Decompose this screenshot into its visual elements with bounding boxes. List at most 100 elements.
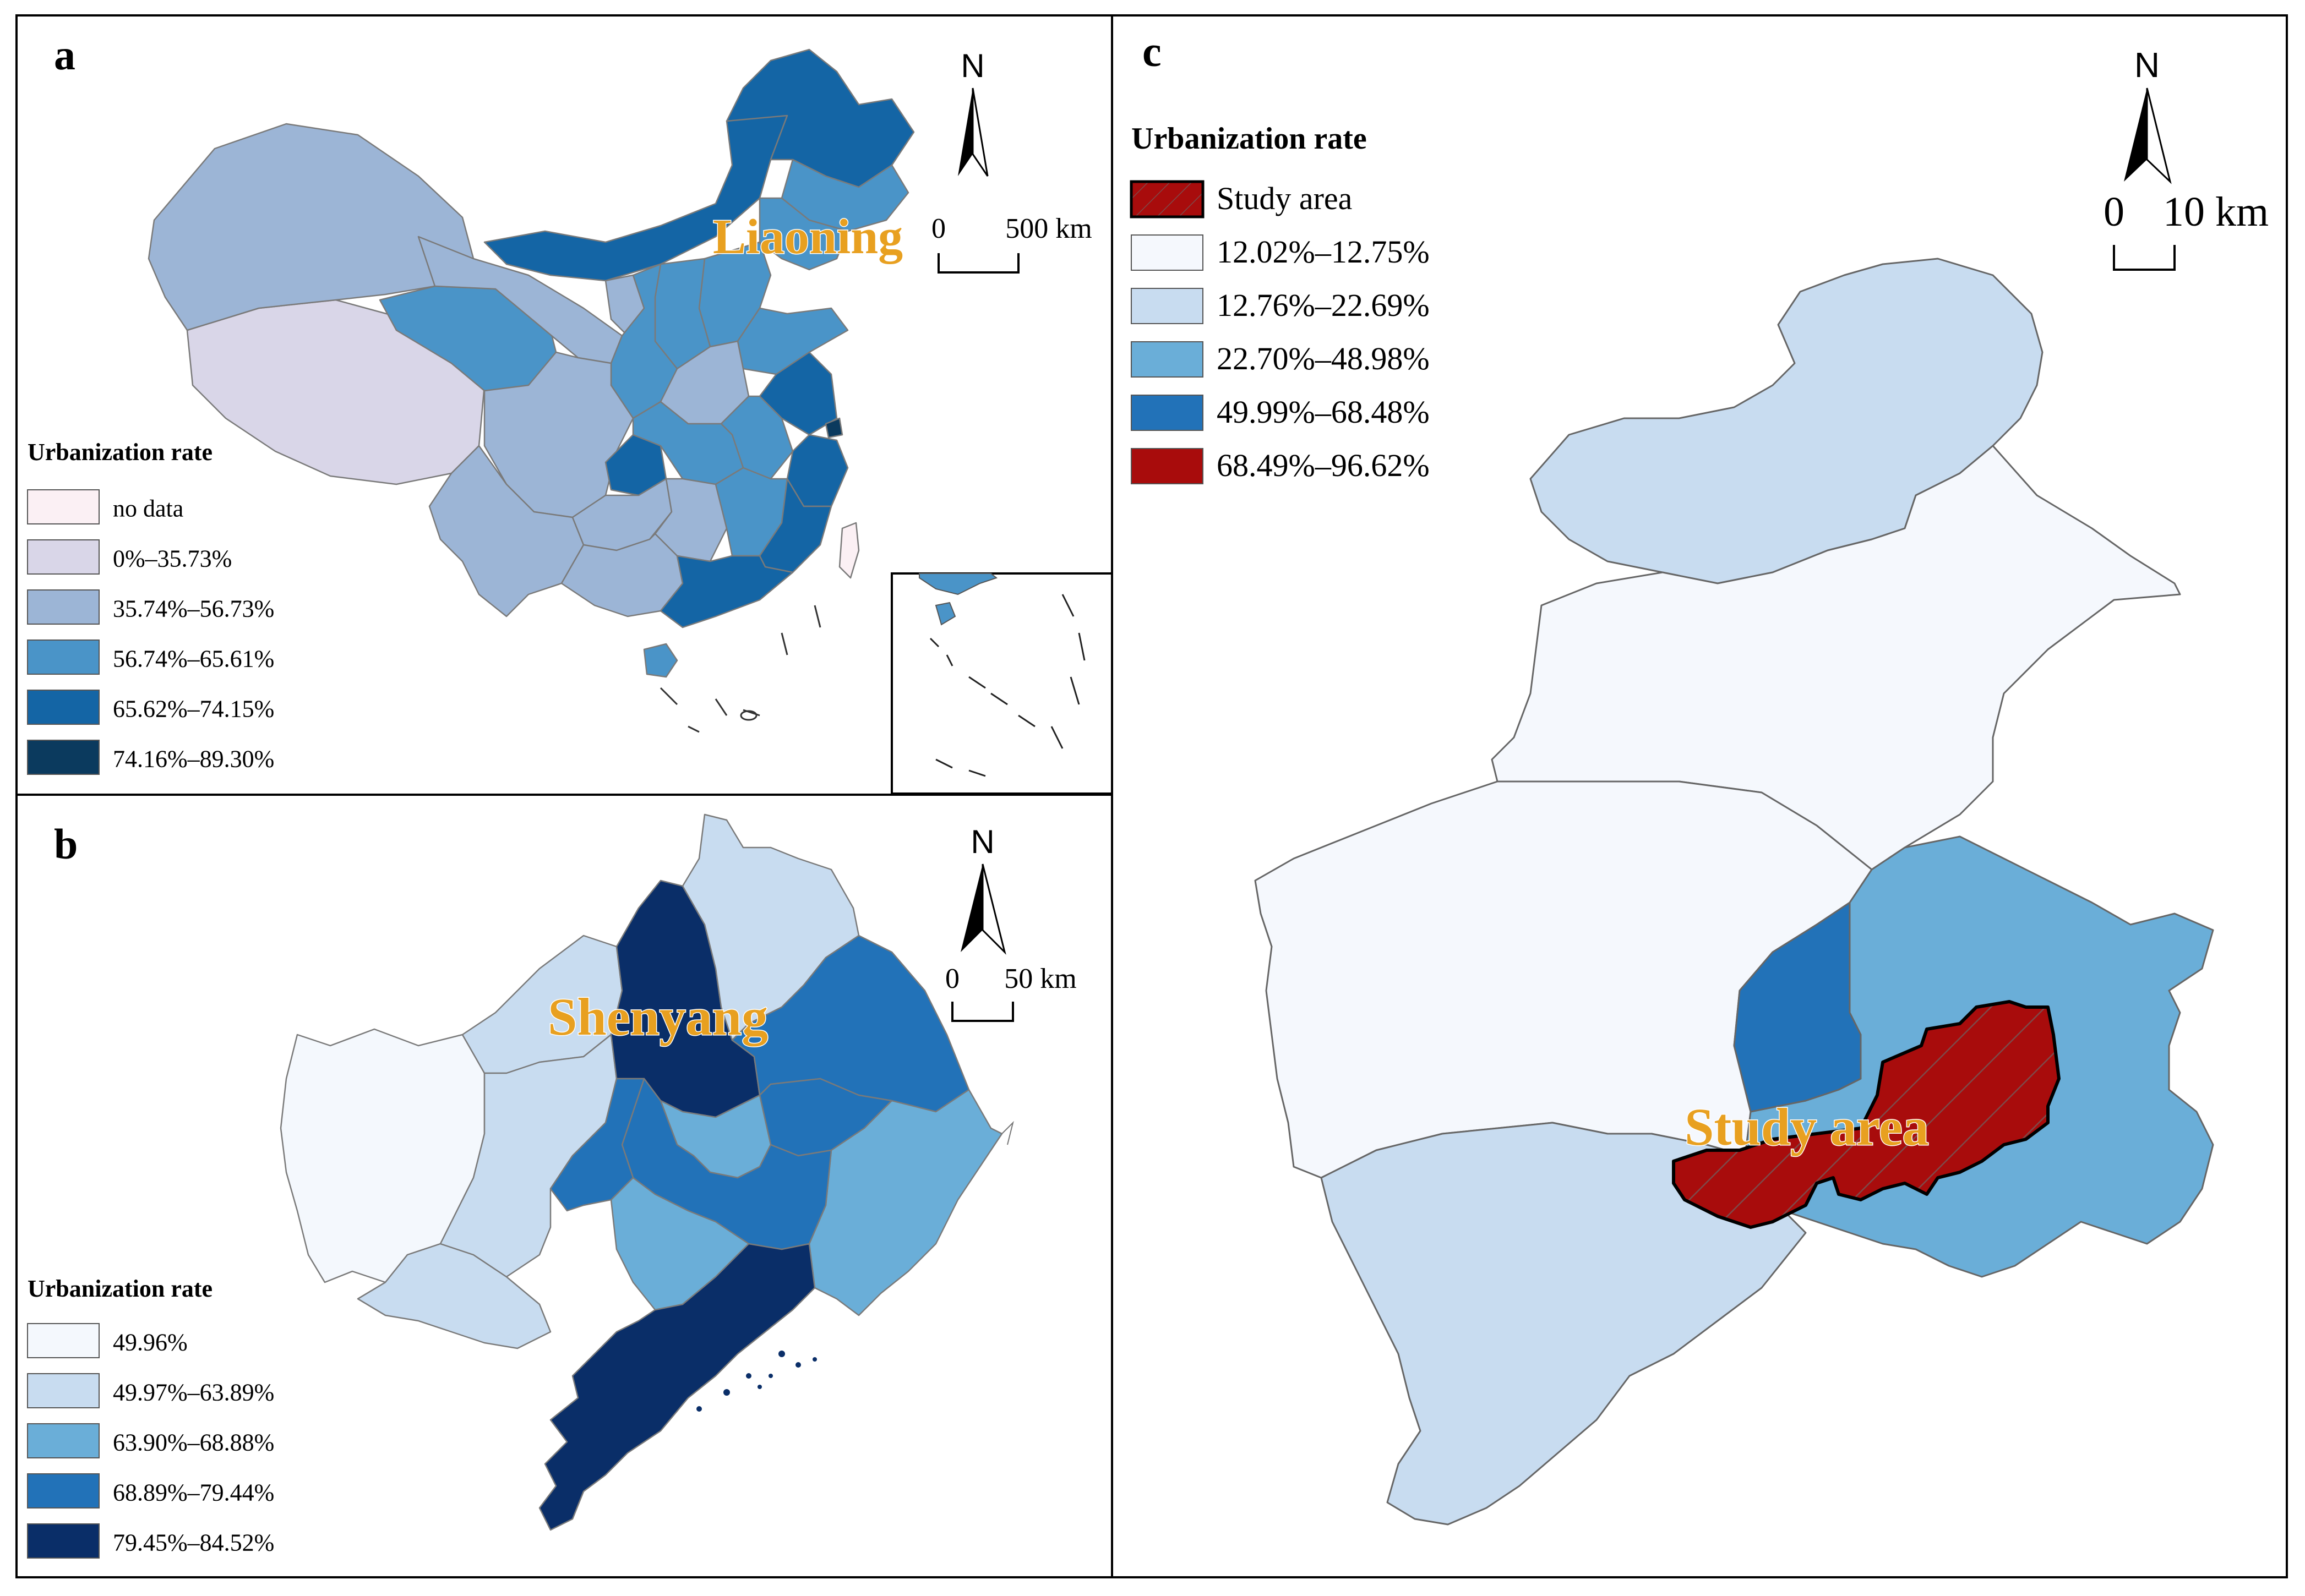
- panel-c: c Study area N 0 10 km: [1130, 28, 2269, 1526]
- legend-b-label: 79.45%–84.52%: [113, 1529, 274, 1556]
- legend-b-label: 63.90%–68.88%: [113, 1429, 274, 1456]
- legend-a-swatch: [27, 640, 100, 675]
- legend-a-title: Urbanization rate: [28, 439, 212, 466]
- legend-c-item: 12.02%–12.75%: [1131, 234, 1430, 271]
- legend-c-item: 22.70%–48.98%: [1131, 341, 1430, 378]
- legend-c-item: Study area: [1130, 180, 1352, 218]
- north-label-b: N: [971, 823, 994, 860]
- scale-bar-b: 0 50 km: [945, 963, 1077, 1022]
- study-region-map: [1254, 258, 2214, 1526]
- legend-a-label: 0%–35.73%: [113, 545, 232, 572]
- scale-label-c: 10 km: [2163, 189, 2269, 235]
- legend-a: Urbanization rate no data 0%–35.73% 35.74%…: [27, 439, 274, 775]
- legend-c-label: 12.02%–12.75%: [1217, 234, 1430, 270]
- legend-c-item: 68.49%–96.62%: [1131, 447, 1430, 484]
- legend-b: Urbanization rate 49.96% 49.97%–63.89% 63.…: [27, 1275, 274, 1559]
- legend-b-label: 49.96%: [113, 1329, 188, 1355]
- legend-a-item: 0%–35.73%: [27, 539, 232, 575]
- legend-b-label: 68.89%–79.44%: [113, 1479, 274, 1506]
- legend-a-label: 56.74%–65.61%: [113, 645, 274, 672]
- region-hainan[interactable]: [643, 643, 678, 678]
- region-panjin[interactable]: [549, 1078, 645, 1212]
- region-guangdong[interactable]: [660, 555, 794, 628]
- legend-c-item: 12.76%–22.69%: [1131, 287, 1430, 324]
- district-southwest[interactable]: [1320, 1122, 1807, 1526]
- study-area-polygon[interactable]: [1672, 1000, 2061, 1229]
- legend-a-item: no data: [27, 489, 183, 524]
- legend-c-swatch: [1131, 288, 1203, 324]
- panel-b: b: [27, 813, 1077, 1559]
- legend-c: Urbanization rate Study area 12.02%–12.75…: [1130, 122, 1430, 484]
- legend-c-swatch: [1131, 341, 1203, 378]
- place-label-shenyang: Shenyang: [548, 987, 768, 1046]
- legend-c-label: 12.76%–22.69%: [1217, 287, 1430, 323]
- legend-a-label: 74.16%–89.30%: [113, 745, 274, 772]
- legend-c-title: Urbanization rate: [1131, 122, 1367, 156]
- legend-a-label: no data: [113, 495, 183, 522]
- north-label-a: N: [961, 47, 984, 84]
- legend-b-swatch: [27, 1323, 100, 1358]
- region-liaoning[interactable]: [759, 197, 849, 271]
- legend-a-item: 35.74%–56.73%: [27, 589, 274, 625]
- north-arrow-a: N: [958, 47, 989, 177]
- region-heilongjiang[interactable]: [726, 48, 915, 188]
- legend-a-item: 65.62%–74.15%: [27, 690, 274, 725]
- north-arrow-b: N: [961, 823, 1006, 955]
- scale-zero-b: 0: [945, 963, 960, 994]
- place-label-study-area: Study area: [1685, 1097, 1929, 1156]
- legend-c-label: Study area: [1217, 181, 1352, 216]
- legend-b-item: 68.89%–79.44%: [27, 1473, 274, 1508]
- panel-c-frame: [1111, 14, 2288, 1578]
- region-shandong[interactable]: [737, 307, 849, 375]
- legend-b-item: 63.90%–68.88%: [27, 1423, 274, 1458]
- place-label-liaoning: Liaoning: [713, 210, 903, 264]
- legend-a-item: 56.74%–65.61%: [27, 640, 274, 675]
- legend-b-label: 49.97%–63.89%: [113, 1379, 274, 1406]
- legend-c-item: 49.99%–68.48%: [1131, 394, 1430, 431]
- legend-c-label: 49.99%–68.48%: [1217, 394, 1430, 430]
- panel-b-letter: b: [54, 820, 78, 868]
- legend-b-item: 49.96%: [27, 1323, 188, 1358]
- north-arrow-c: N: [2124, 45, 2172, 184]
- legend-c-swatch: [1131, 395, 1203, 431]
- scale-bar-c: 0 10 km: [2104, 189, 2269, 271]
- legend-a-label: 65.62%–74.15%: [113, 695, 274, 722]
- legend-c-swatch: [1130, 180, 1205, 218]
- legend-b-swatch: [27, 1423, 100, 1458]
- legend-b-swatch: [27, 1523, 100, 1559]
- legend-c-label: 22.70%–48.98%: [1217, 341, 1430, 376]
- scale-zero-a: 0: [931, 213, 946, 244]
- island-marks: [660, 605, 821, 733]
- legend-c-swatch: [1131, 234, 1203, 271]
- district-urban-core[interactable]: [1733, 901, 1862, 1113]
- panel-a: a: [27, 31, 1113, 795]
- region-shanghai[interactable]: [825, 417, 843, 439]
- scale-label-b: 50 km: [1004, 963, 1076, 994]
- legend-a-item: 74.16%–89.30%: [27, 740, 274, 775]
- liaoning-map: [280, 813, 1014, 1531]
- legend-a-swatch: [27, 539, 100, 575]
- scale-bar-a: 0 500 km: [931, 213, 1092, 274]
- legend-b-item: 79.45%–84.52%: [27, 1523, 274, 1559]
- dalian-islands: [696, 1351, 817, 1412]
- legend-a-swatch: [27, 489, 100, 524]
- legend-a-swatch: [27, 740, 100, 775]
- legend-b-swatch: [27, 1373, 100, 1408]
- legend-a-swatch: [27, 690, 100, 725]
- scale-zero-c: 0: [2104, 189, 2124, 235]
- inset-south-china-sea: [891, 572, 1113, 795]
- panel-a-letter: a: [54, 31, 75, 79]
- panel-c-letter: c: [1142, 28, 1162, 75]
- legend-b-item: 49.97%–63.89%: [27, 1373, 274, 1408]
- china-map: [148, 48, 1113, 795]
- legend-a-swatch: [27, 589, 100, 625]
- region-yunnan[interactable]: [428, 445, 585, 617]
- region-taiwan[interactable]: [838, 522, 860, 579]
- region-dalian[interactable]: [538, 1243, 816, 1531]
- north-label-c: N: [2134, 45, 2160, 85]
- legend-b-swatch: [27, 1473, 100, 1508]
- legend-c-label: 68.49%–96.62%: [1217, 447, 1430, 483]
- region-jinzhou[interactable]: [439, 1034, 618, 1278]
- scale-label-a: 500 km: [1005, 213, 1092, 244]
